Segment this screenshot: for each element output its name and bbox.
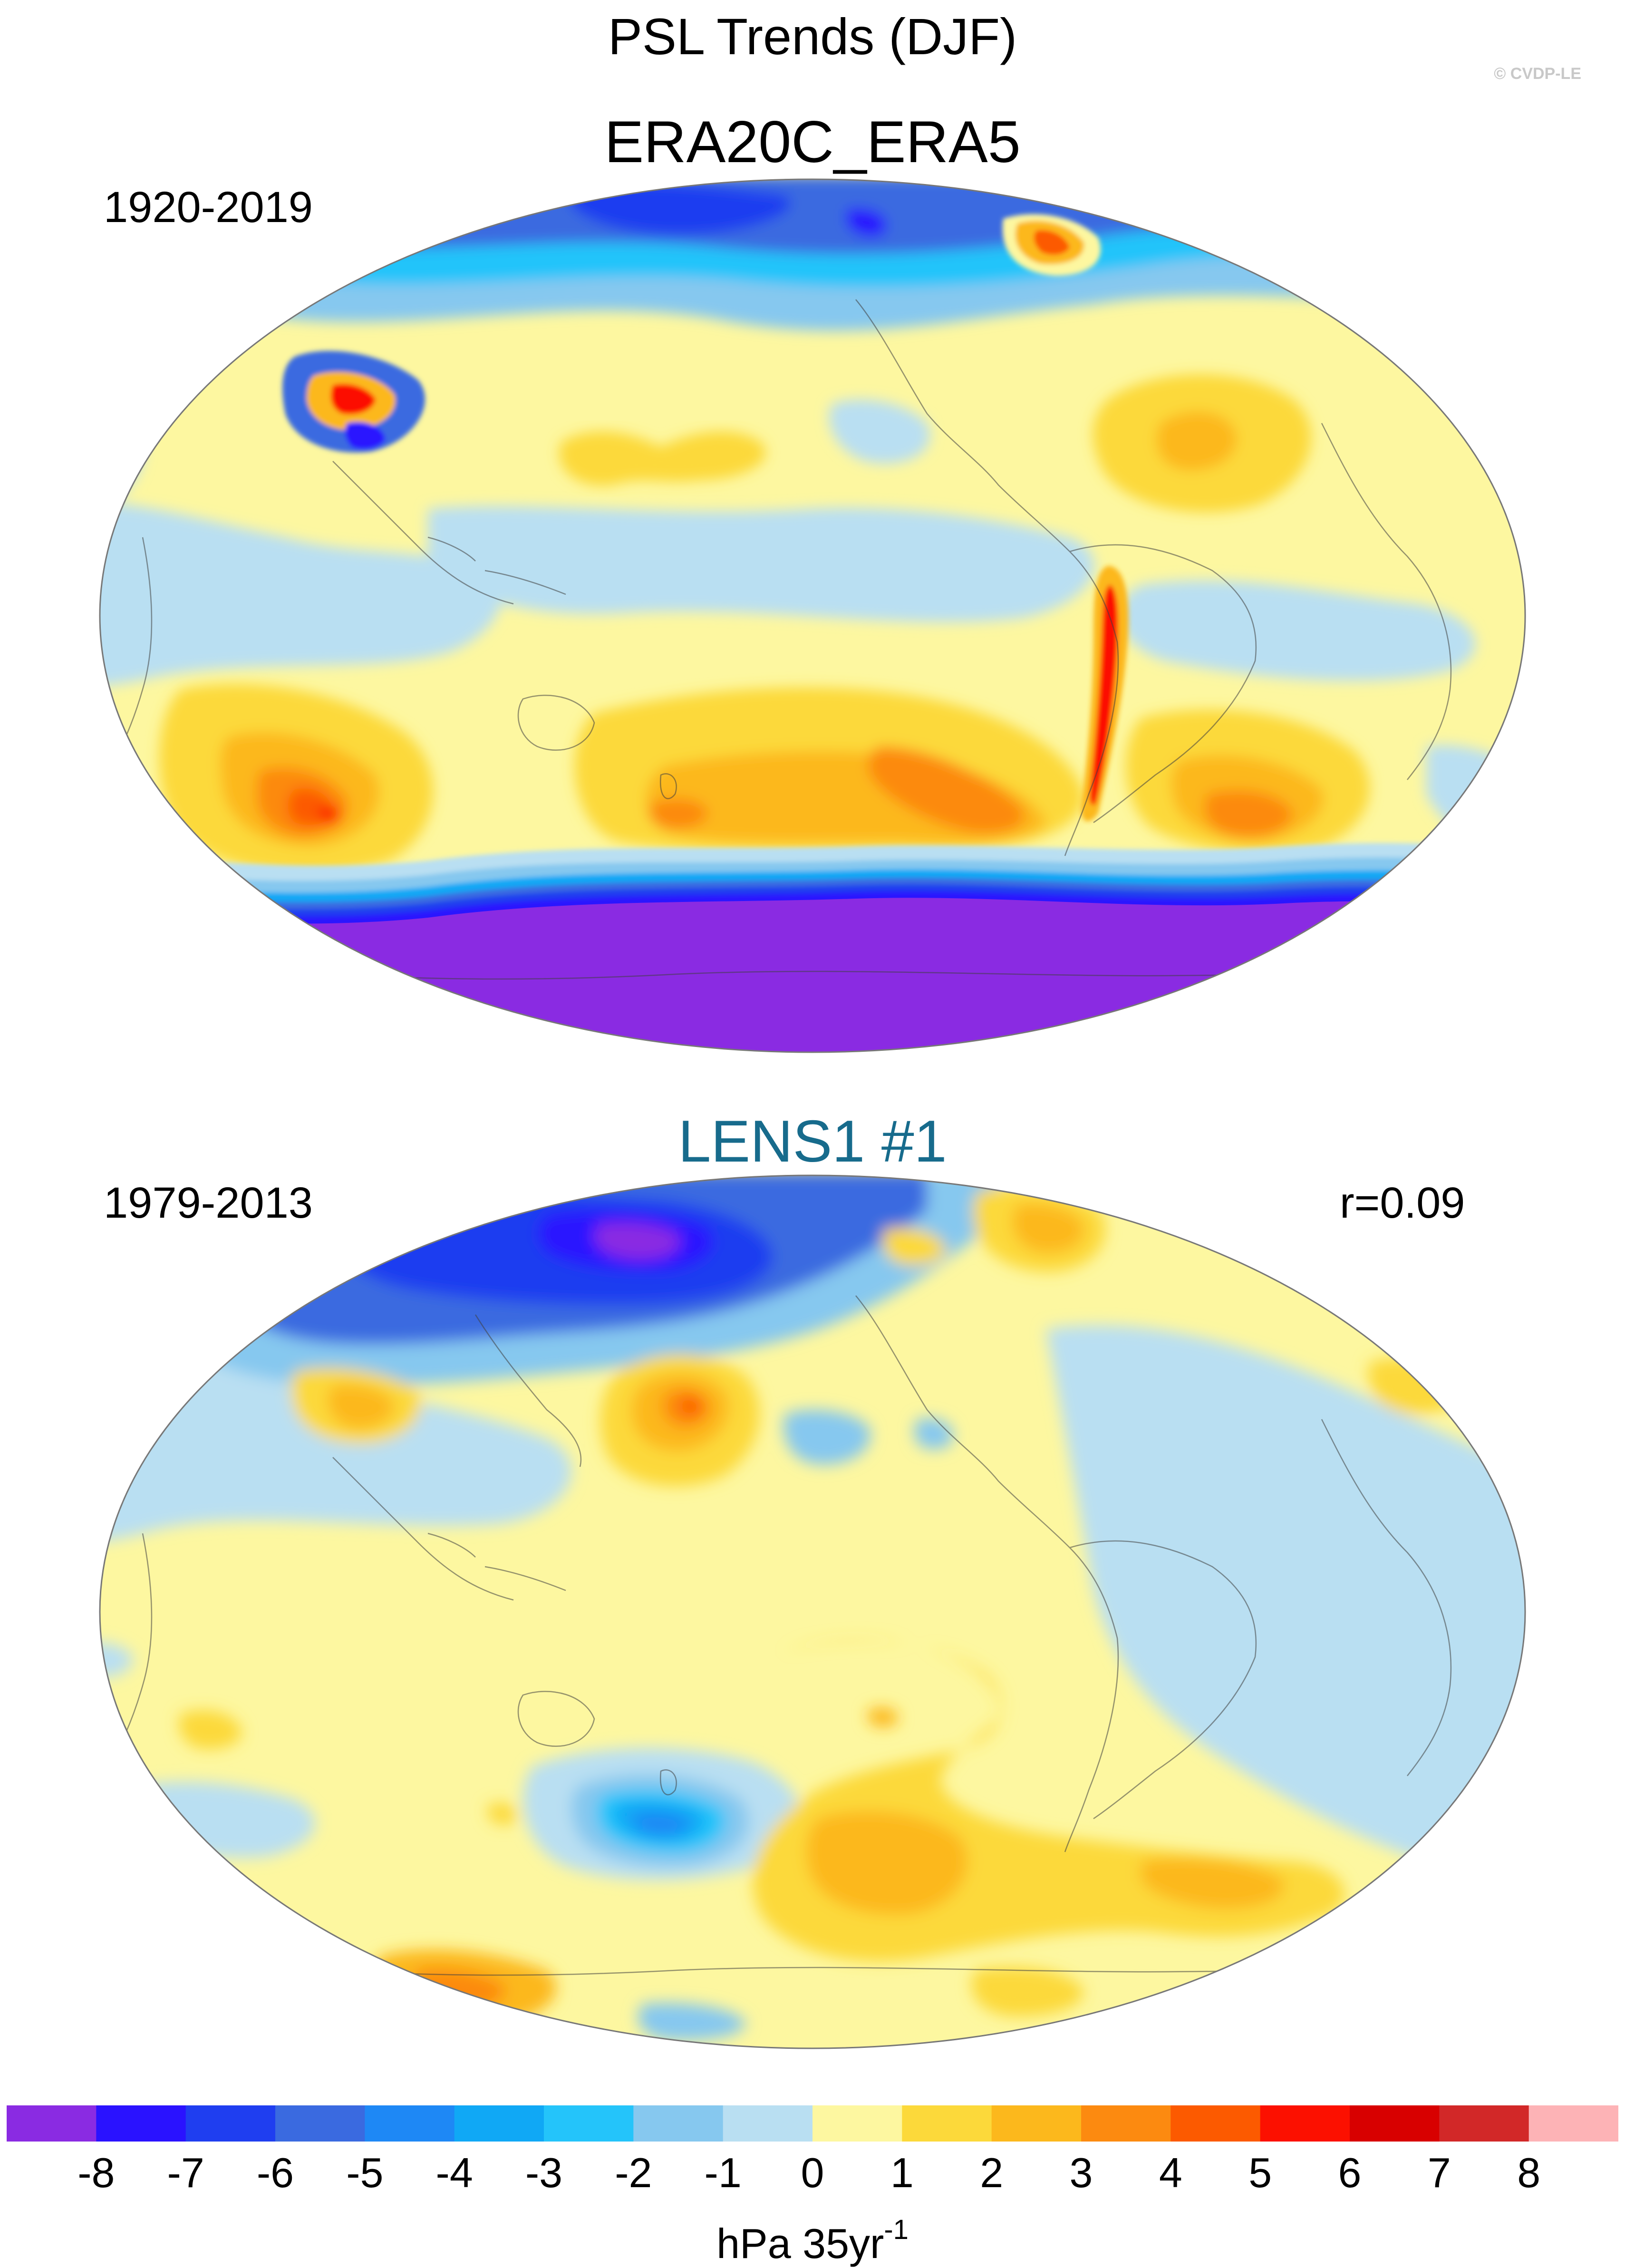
- colorbar-box: [1528, 2105, 1618, 2142]
- colorbar-tick-label: 1: [890, 2149, 914, 2196]
- colorbar: -8 -7 -6 -5 -4 -3 -2 -1 0 1 2 3 4 5 6 7 8: [7, 2105, 1618, 2196]
- colorbar-box: [365, 2105, 455, 2142]
- map1-border: [99, 178, 1526, 1053]
- colorbar-tick-label: -8: [77, 2149, 115, 2196]
- colorbar-tick-label: 5: [1248, 2149, 1272, 2196]
- colorbar-tick-label: -7: [167, 2149, 204, 2196]
- colorbar-tick-label: -2: [615, 2149, 652, 2196]
- panel1-title: ERA20C_ERA5: [604, 109, 1021, 175]
- colorbar-tick-label: -3: [525, 2149, 562, 2196]
- colorbar-box: [275, 2105, 365, 2142]
- colorbar-label: hPa 35yr-1: [0, 2216, 1625, 2268]
- colorbar-tick-label: -6: [257, 2149, 294, 2196]
- colorbar-box: [1439, 2105, 1529, 2142]
- map2-border: [99, 1174, 1526, 2049]
- map2-field: [100, 1175, 1525, 2048]
- colorbar-box: [991, 2105, 1082, 2142]
- colorbar-box: [633, 2105, 724, 2142]
- map1-coastlines: [100, 299, 1525, 980]
- map-panel-1: [99, 178, 1526, 1053]
- colorbar-tick-label: 0: [801, 2149, 824, 2196]
- panel1-period: 1920-2019: [104, 183, 313, 232]
- panel2-title: LENS1 #1: [678, 1109, 947, 1174]
- colorbar-box: [1260, 2105, 1350, 2142]
- colorbar-box: [544, 2105, 634, 2142]
- colorbar-box: [723, 2105, 813, 2142]
- colorbar-box: [902, 2105, 992, 2142]
- colorbar-tick-label: 6: [1338, 2149, 1362, 2196]
- colorbar-tick-label: 8: [1517, 2149, 1540, 2196]
- panel2-period: 1979-2013: [104, 1179, 313, 1227]
- colorbar-tick-label: -5: [346, 2149, 383, 2196]
- map1-field: [100, 179, 1525, 1052]
- colorbar-box: [1170, 2105, 1261, 2142]
- colorbar-label-units: hPa 35yr: [716, 2220, 884, 2267]
- colorbar-ticks: -8 -7 -6 -5 -4 -3 -2 -1 0 1 2 3 4 5 6 7 8: [77, 2149, 1540, 2196]
- colorbar-boxes: [7, 2105, 1618, 2142]
- colorbar-box: [185, 2105, 276, 2142]
- colorbar-tick-label: 2: [980, 2149, 1003, 2196]
- colorbar-tick-label: 4: [1159, 2149, 1182, 2196]
- colorbar-box: [812, 2105, 902, 2142]
- colorbar-box: [1081, 2105, 1171, 2142]
- colorbar-box: [7, 2105, 97, 2142]
- panel2-correlation: r=0.09: [1340, 1179, 1465, 1227]
- main-title: PSL Trends (DJF): [608, 8, 1017, 65]
- colorbar-box: [454, 2105, 544, 2142]
- map-panel-2: [99, 1174, 1526, 2049]
- copyright-watermark: © CVDP-LE: [1494, 65, 1581, 83]
- colorbar-tick-label: 3: [1070, 2149, 1093, 2196]
- colorbar-tick-label: -4: [436, 2149, 473, 2196]
- colorbar-box: [1350, 2105, 1440, 2142]
- colorbar-tick-label: 7: [1428, 2149, 1451, 2196]
- colorbar-label-exponent: -1: [884, 2214, 909, 2245]
- colorbar-box: [96, 2105, 186, 2142]
- colorbar-tick-label: -1: [705, 2149, 742, 2196]
